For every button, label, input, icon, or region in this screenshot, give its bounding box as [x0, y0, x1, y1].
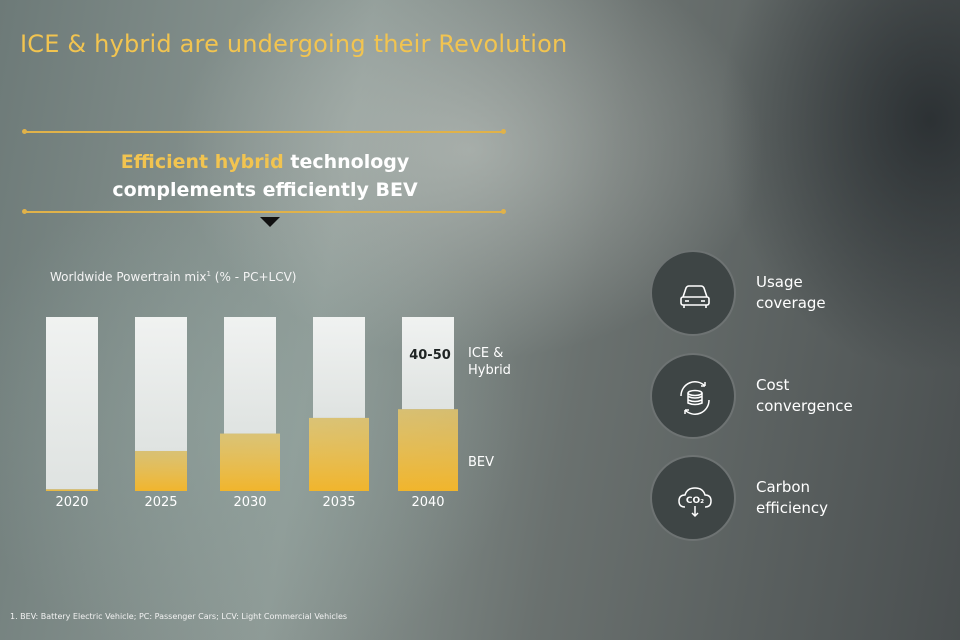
feature-label-line2: convergence	[756, 397, 853, 415]
headline-bottom-rule	[22, 209, 506, 214]
feature-label: Cost convergence	[756, 375, 853, 417]
co2-cloud-icon: CO₂	[678, 487, 712, 518]
x-tick-label: 2025	[144, 495, 177, 510]
bar-ice-hybrid-2035	[313, 317, 365, 418]
bar-bev-2030	[220, 433, 280, 491]
page-title: ICE & hybrid are undergoing their Revolu…	[20, 30, 568, 58]
headline-top-rule	[22, 129, 506, 134]
legend-ice-line2: Hybrid	[468, 363, 511, 378]
feature-label-line2: coverage	[756, 294, 826, 312]
feature-label: Usage coverage	[756, 272, 826, 314]
chart-caption-superscript: 1	[206, 270, 211, 278]
bar-bev-2035	[309, 417, 369, 491]
footnote: 1. BEV: Battery Electric Vehicle; PC: Pa…	[10, 612, 348, 621]
feature-label-line2: efficiency	[756, 499, 829, 517]
headline-line2: complements efficiently BEV	[112, 179, 418, 201]
bar-ice-hybrid-2030	[224, 317, 276, 434]
bars-layer	[46, 317, 458, 491]
headline-rest: technology	[283, 151, 410, 173]
feature-icon-circle	[650, 250, 736, 336]
bar-ice-hybrid-2020	[46, 317, 98, 490]
pointer-triangle	[260, 217, 280, 227]
co2-text: CO₂	[686, 496, 704, 506]
labels-layer: 2020 2025 2030 2035 2040 40-50	[55, 348, 450, 510]
feature-icon-circle	[650, 353, 736, 439]
x-tick-label: 2020	[55, 495, 88, 510]
x-tick-label: 2035	[322, 495, 355, 510]
x-tick-label: 2040	[411, 495, 444, 510]
feature-icon-circle: CO₂	[650, 455, 736, 541]
feature-label-line1: Carbon	[756, 478, 811, 496]
feature-label-line1: Usage	[756, 273, 803, 291]
feature-cost-convergence: Cost convergence	[650, 353, 940, 443]
feature-usage-coverage: Usage coverage	[650, 250, 940, 340]
bar-ice-hybrid-2040	[402, 317, 454, 410]
feature-label-line1: Cost	[756, 376, 790, 394]
headline: Efficient hybrid technology complements …	[60, 148, 470, 204]
bar-bev-2020	[46, 489, 98, 491]
headline-accent: Efficient hybrid	[120, 151, 284, 173]
legend-bev: BEV	[468, 455, 494, 470]
bar-bev-2040	[398, 409, 458, 491]
coins-cycle-icon	[680, 381, 710, 415]
feature-label: Carbon efficiency	[756, 477, 828, 519]
car-icon	[680, 285, 710, 308]
feature-carbon-efficiency: CO₂ Carbon efficiency	[650, 455, 940, 545]
legend-ice-line1: ICE &	[468, 346, 503, 361]
x-tick-label: 2030	[233, 495, 266, 510]
chart-caption-text: Worldwide Powertrain mix	[50, 270, 207, 284]
chart-legend: ICE & Hybrid BEV	[468, 346, 511, 470]
chart-caption: Worldwide Powertrain mix1 (% - PC+LCV)	[50, 270, 296, 284]
chart-caption-suffix: (% - PC+LCV)	[210, 270, 297, 284]
data-label-ice-hybrid: 40-50	[409, 348, 451, 363]
bar-ice-hybrid-2025	[135, 317, 187, 451]
bar-bev-2025	[135, 450, 187, 491]
